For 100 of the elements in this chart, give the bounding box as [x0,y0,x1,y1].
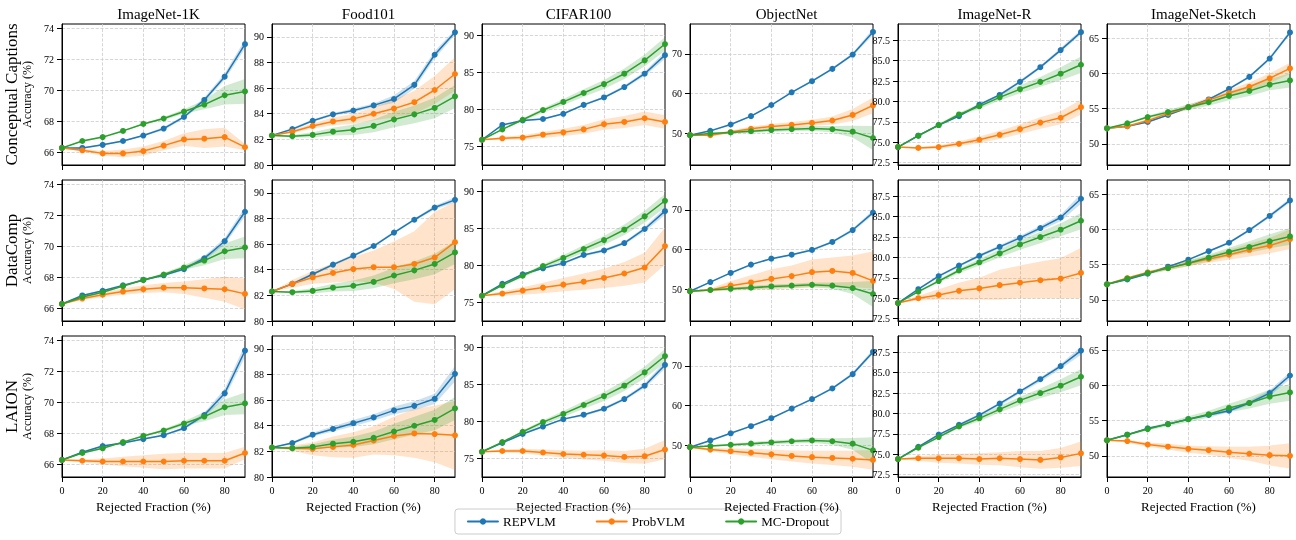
y-tick-label: 68 [44,116,54,128]
y-tick-label: 75 [464,140,474,152]
x-tick-label: 40 [766,484,777,496]
y-tick-label: 85 [464,378,474,390]
y-tick-label: 65 [1089,344,1099,356]
y-tick-label: 60 [672,400,682,412]
y-tick-label: 60 [672,88,682,100]
y-tick-label: 85 [464,66,474,78]
legend-label: REPVLM [502,514,557,529]
y-tick-label: 90 [464,341,474,353]
y-tick-label: 80.0 [872,95,890,107]
y-tick-label: 74 [44,23,54,35]
y-tick-label: 80.0 [872,407,890,419]
y-tick-label: 70 [44,85,54,97]
y-tick-label: 55 [1089,415,1099,427]
y-tick-label: 66 [44,459,54,471]
y-tick-label: 86 [254,82,264,94]
y-tick-label: 68 [44,428,54,440]
y-tick-label: 87.5 [872,34,890,46]
x-tick-label: 20 [725,484,736,496]
x-tick-label: 80 [1264,484,1275,496]
y-tick-label: 90 [464,29,474,41]
x-tick-label: 60 [179,484,189,496]
y-tick-label: 85.0 [872,55,890,67]
x-tick-label: 40 [348,484,359,496]
x-tick-label: 60 [807,484,817,496]
y-tick-label: 82.5 [872,231,890,243]
x-tick-label: 20 [933,484,944,496]
legend-label: MC-Dropout [761,514,830,529]
y-tick-label: 75.0 [872,448,890,460]
y-tick-label: 60 [1089,379,1099,391]
x-tick-label: 60 [1015,484,1025,496]
y-tick-label: 50 [672,283,682,295]
y-tick-label: 80 [464,259,474,271]
y-tick-label: 72.5 [872,157,890,169]
x-axis-title: Rejected Fraction (%) [724,498,839,514]
y-tick-label: 75.0 [872,292,890,304]
y-tick-label: 88 [254,368,264,380]
y-tick-label: 72 [44,210,54,222]
y-tick-label: 70 [44,241,54,253]
text: LAION [1,380,21,433]
y-tick-label: 80 [464,103,474,115]
y-tick-label: 87.5 [872,190,890,202]
y-tick-label: 85 [464,222,474,234]
x-tick-label: 60 [389,484,399,496]
text: DataComp [1,213,21,288]
y-tick-label: 72.5 [872,313,890,325]
x-tick-label: 80 [1055,484,1066,496]
x-tick-label: 0 [1104,484,1110,496]
y-tick-label: 75 [464,452,474,464]
chart-title: ObjectNet [755,5,819,22]
y-tick-label: 60 [1089,223,1099,235]
x-tick-label: 80 [639,484,650,496]
chart-title: Food101 [341,5,396,22]
y-tick-label: 74 [44,179,54,191]
y-tick-label: 86 [254,238,264,250]
x-tick-label: 0 [269,484,275,496]
y-tick-label: 84 [254,420,264,432]
y-tick-label: 88 [254,212,264,224]
y-tick-label: 80 [254,471,264,483]
y-tick-label: 85.0 [872,367,890,379]
y-tick-label: 72 [44,54,54,66]
x-axis-title: Rejected Fraction (%) [306,498,421,514]
y-tick-label: 90 [254,343,264,355]
y-tick-label: 82 [254,445,264,457]
y-tick-label: 70 [44,397,54,409]
y-tick-label: 65 [1089,32,1099,44]
x-tick-label: 80 [429,484,440,496]
chart-title: CIFAR100 [545,5,612,22]
y-tick-label: 50 [1089,138,1099,150]
y-tick-label: 74 [44,335,54,347]
y-tick-label: 72.5 [872,469,890,481]
y-tick-label: 66 [44,147,54,159]
y-tick-label: 80 [464,415,474,427]
y-tick-label: 55 [1089,103,1099,115]
y-tick-label: 86 [254,394,264,406]
y-tick-label: 68 [44,272,54,284]
y-tick-label: 82.5 [872,387,890,399]
x-tick-label: 0 [687,484,693,496]
x-axis-title: Rejected Fraction (%) [1141,498,1256,514]
y-tick-label: 84 [254,264,264,276]
x-tick-label: 40 [974,484,985,496]
x-tick-label: 0 [895,484,901,496]
x-axis-title: Rejected Fraction (%) [932,498,1047,514]
y-tick-label: 50 [672,439,682,451]
y-axis-title: Accuracy (%) [20,217,35,284]
y-tick-label: 72 [44,366,54,378]
x-tick-label: 20 [307,484,318,496]
y-tick-label: 90 [254,187,264,199]
y-axis-title: Accuracy (%) [20,61,35,128]
x-tick-label: 20 [1142,484,1153,496]
y-tick-label: 84 [254,108,264,120]
y-tick-label: 80 [254,315,264,327]
y-tick-label: 70 [672,204,682,216]
y-tick-label: 65 [1089,188,1099,200]
chart-title: ImageNet-Sketch [1151,5,1257,22]
y-tick-label: 82.5 [872,75,890,87]
y-tick-label: 55 [1089,259,1099,271]
y-tick-label: 50 [1089,294,1099,306]
y-tick-label: 60 [1089,67,1099,79]
